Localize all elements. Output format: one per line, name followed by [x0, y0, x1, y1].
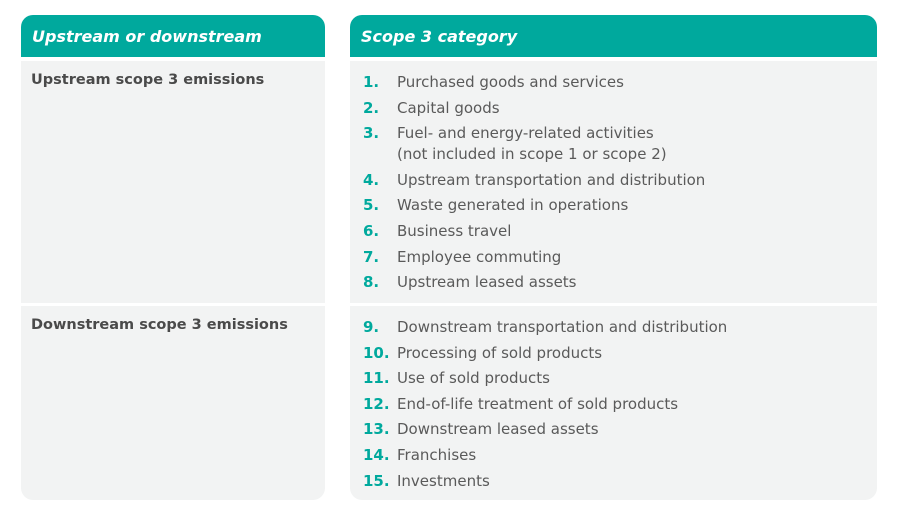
- item-number: 11.: [363, 369, 390, 388]
- item-text: Franchises: [397, 445, 477, 464]
- list-item: 11. Use of sold products: [363, 368, 727, 389]
- list-item: 2. Capital goods: [363, 98, 705, 119]
- item-text: Business travel: [397, 221, 512, 240]
- header-upstream-or-downstream: Upstream or downstream: [21, 15, 325, 57]
- item-text: Fuel- and energy-related activities (not…: [397, 124, 667, 164]
- header-scope3-category: Scope 3 category: [350, 15, 877, 57]
- item-number: 2.: [363, 98, 380, 117]
- list-item: 14. Franchises: [363, 445, 727, 466]
- item-number: 4.: [363, 170, 380, 189]
- list-item: 4. Upstream transportation and distributi…: [363, 170, 705, 191]
- item-number: 15.: [363, 471, 390, 490]
- list-item: 7. Employee commuting: [363, 247, 705, 268]
- list-item: 6. Business travel: [363, 221, 705, 242]
- item-text: Upstream transportation and distribution: [397, 170, 706, 189]
- list-item: 10. Processing of sold products: [363, 343, 727, 364]
- item-number: 12.: [363, 394, 390, 413]
- list-item: 9. Downstream transportation and distribu…: [363, 317, 727, 338]
- item-number: 13.: [363, 420, 390, 439]
- list-item: 8. Upstream leased assets: [363, 272, 705, 293]
- item-text: Investments: [397, 471, 490, 490]
- cell-upstream-categories: 1. Purchased goods and services 2. Capital…: [350, 61, 877, 303]
- category-list: 1. Purchased goods and services 2. Capital…: [363, 72, 705, 298]
- item-number: 7.: [363, 247, 380, 266]
- row-label: Upstream scope 3 emissions: [31, 72, 265, 88]
- item-text: Capital goods: [397, 98, 500, 117]
- item-text: Downstream transportation and distributi…: [397, 318, 728, 336]
- item-number: 3.: [363, 124, 380, 143]
- cell-downstream-label: Downstream scope 3 emissions: [21, 306, 325, 500]
- item-number: 5.: [363, 196, 380, 215]
- item-number: 6.: [363, 221, 380, 240]
- item-number: 9.: [363, 318, 380, 336]
- list-item: 1. Purchased goods and services: [363, 72, 705, 93]
- list-item: 12. End-of-life treatment of sold product…: [363, 394, 727, 415]
- item-text: Purchased goods and services: [397, 73, 624, 91]
- category-list: 9. Downstream transportation and distribu…: [363, 317, 727, 496]
- item-number: 14.: [363, 445, 390, 464]
- item-number: 1.: [363, 73, 380, 91]
- item-number: 8.: [363, 273, 380, 292]
- item-text: Employee commuting: [397, 247, 562, 266]
- list-item: 5. Waste generated in operations: [363, 195, 705, 216]
- list-item: 3. Fuel- and energy-related activities (n…: [363, 123, 705, 165]
- list-item: 13. Downstream leased assets: [363, 419, 727, 440]
- cell-upstream-label: Upstream scope 3 emissions: [21, 61, 325, 303]
- item-text: Upstream leased assets: [397, 273, 577, 292]
- item-text: Use of sold products: [397, 369, 550, 388]
- row-label: Downstream scope 3 emissions: [31, 317, 288, 333]
- item-text: Downstream leased assets: [397, 420, 599, 439]
- cell-downstream-categories: 9. Downstream transportation and distribu…: [350, 306, 877, 500]
- item-number: 10.: [363, 343, 390, 362]
- list-item: 15. Investments: [363, 471, 727, 492]
- item-text: End-of-life treatment of sold products: [397, 394, 679, 413]
- item-text: Waste generated in operations: [397, 196, 629, 215]
- item-text: Processing of sold products: [397, 343, 603, 362]
